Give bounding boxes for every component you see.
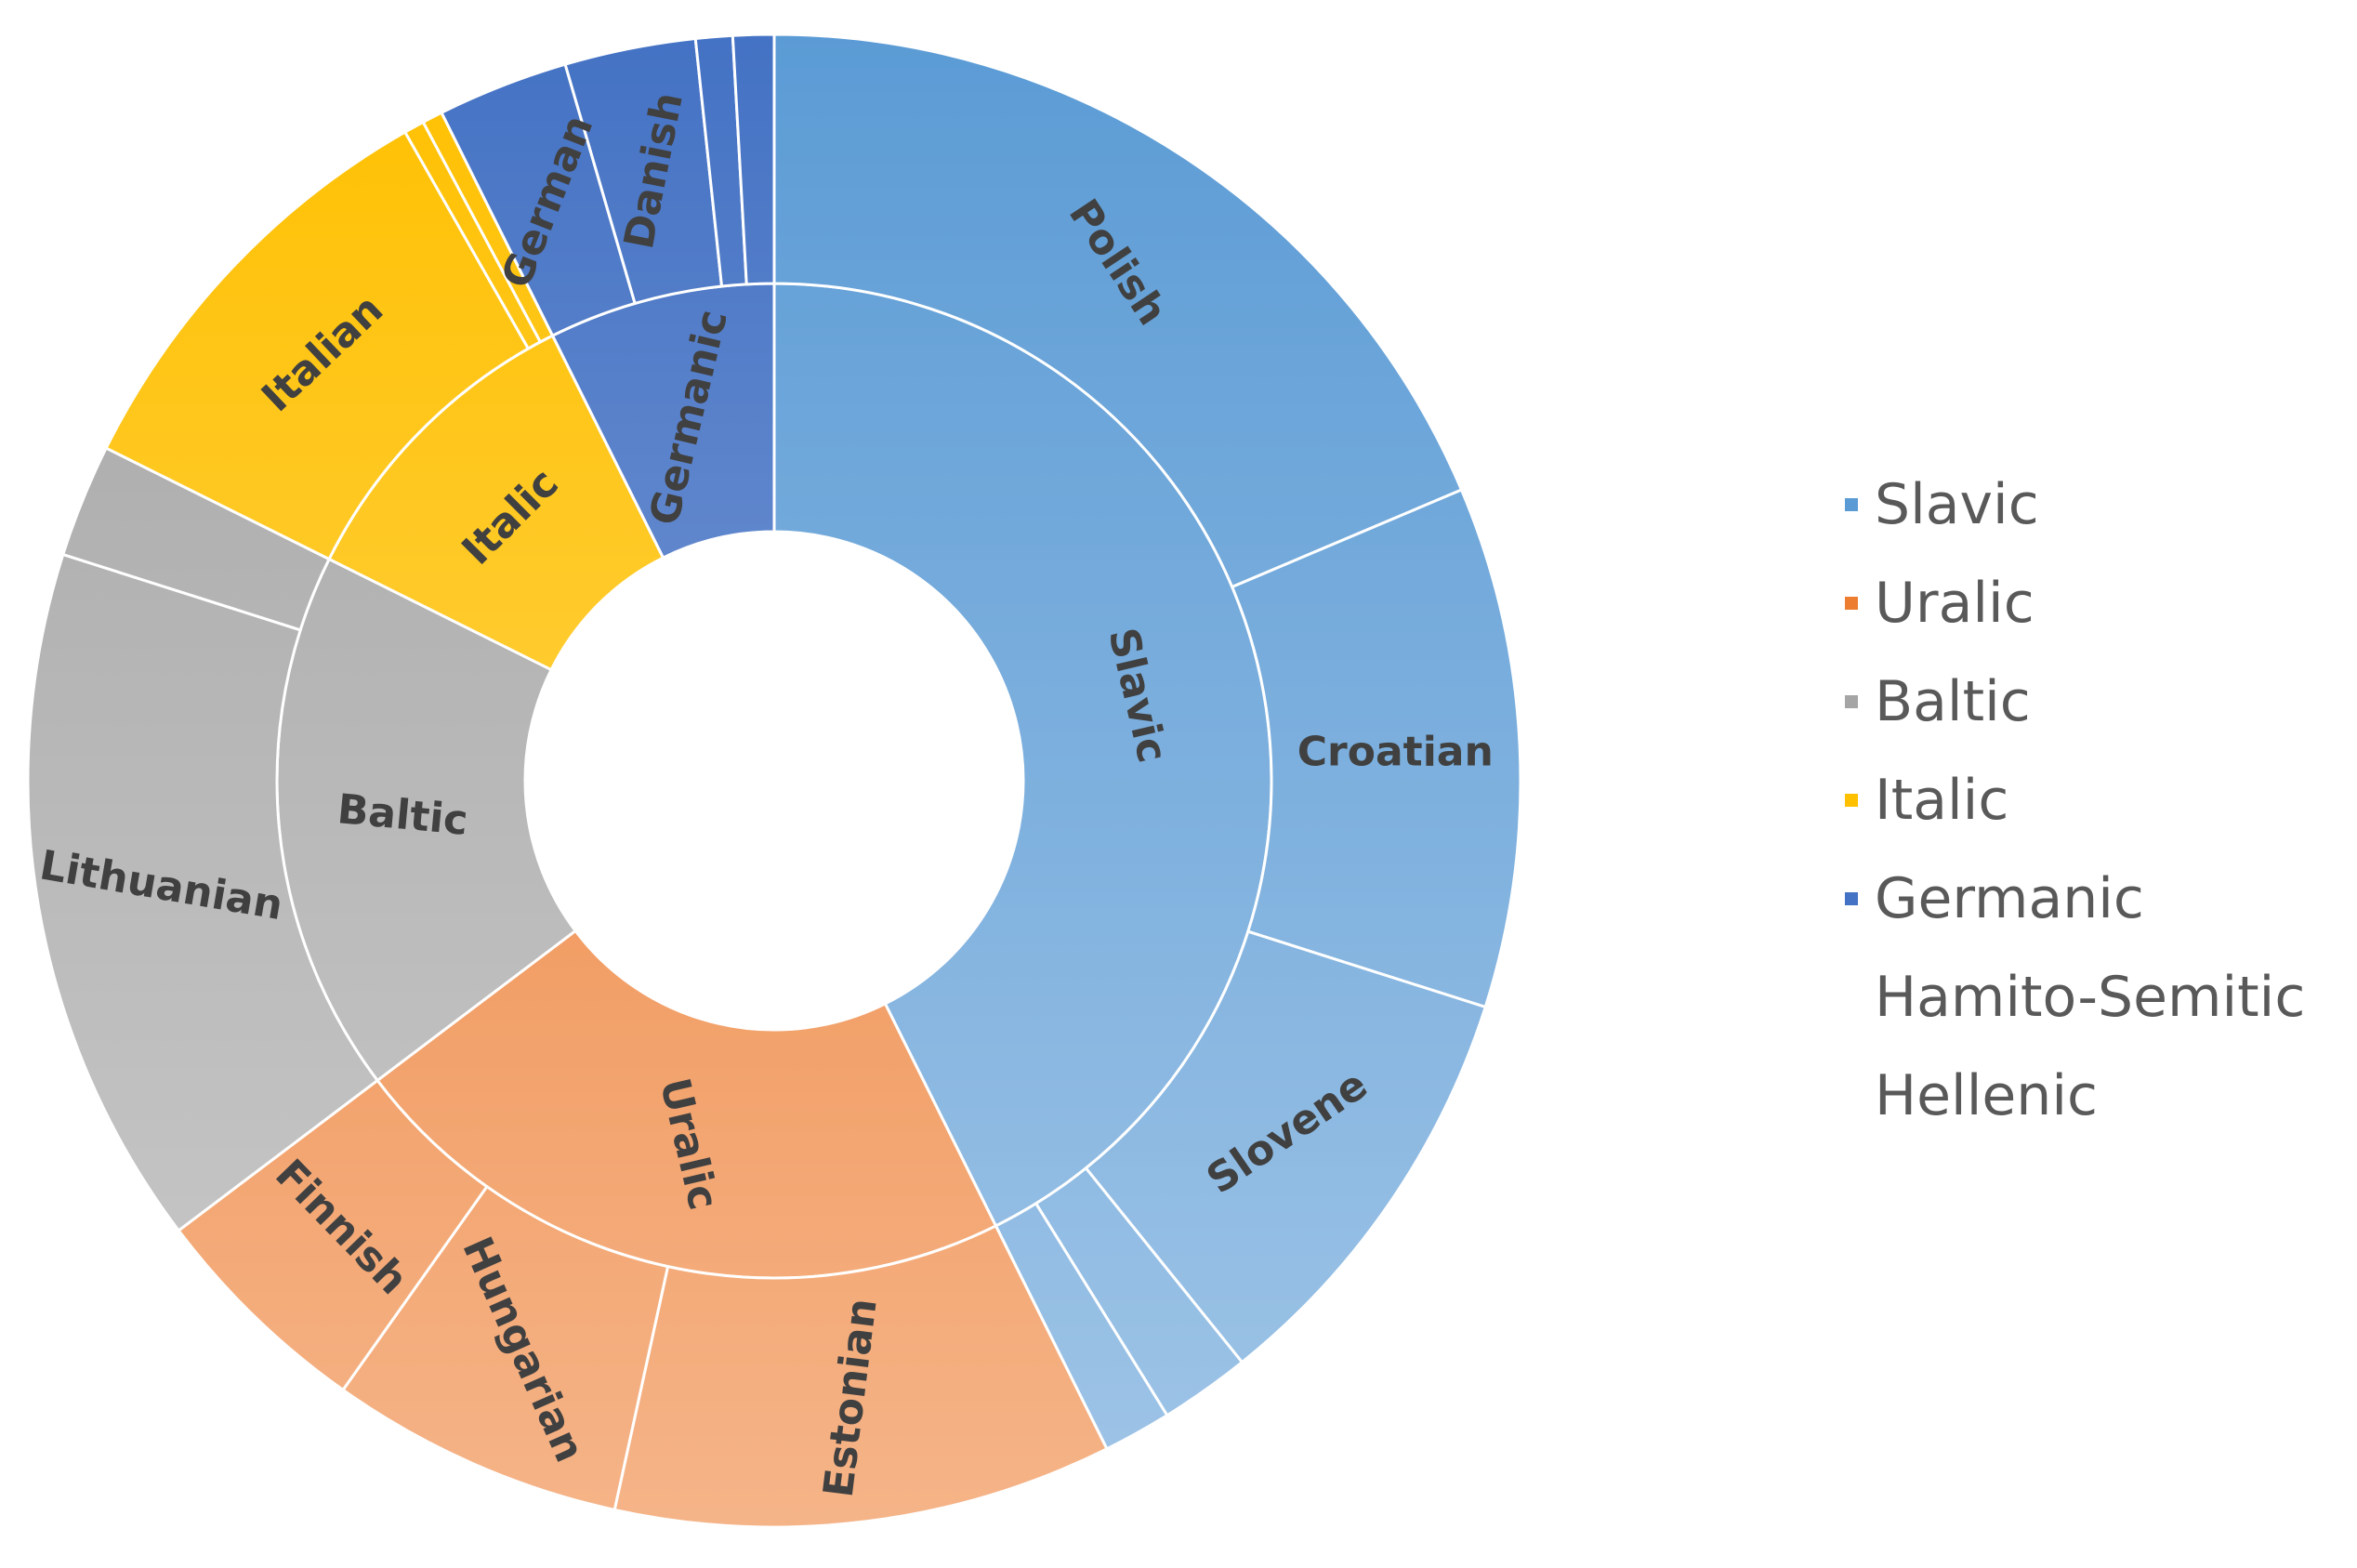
segment-lithuanian — [26, 552, 380, 1233]
legend-item-hellenic: Hellenic — [1845, 1047, 2347, 1145]
legend-swatch — [1845, 892, 1858, 905]
segments-group — [26, 33, 1522, 1529]
legend-label: Uralic — [1875, 571, 2034, 636]
legend-swatch — [1845, 498, 1858, 511]
legend: Slavic Uralic Baltic Italic Germanic Hamito-S… — [1845, 455, 2347, 1145]
legend-swatch — [1845, 794, 1858, 807]
legend-item-slavic: Slavic — [1845, 455, 2347, 554]
segment-croatian — [1230, 488, 1522, 1009]
legend-item-baltic: Baltic — [1845, 652, 2347, 751]
legend-label: Baltic — [1875, 669, 2031, 734]
legend-item-uralic: Uralic — [1845, 554, 2347, 652]
legend-label: Hellenic — [1875, 1063, 2098, 1128]
legend-swatch — [1845, 695, 1858, 708]
legend-swatch — [1845, 597, 1858, 610]
legend-label: Germanic — [1875, 866, 2144, 931]
segment-germanic-minor-4 — [731, 33, 776, 286]
sunburst-svg: SlavicPolishCroatianSloveneUralicEstonia… — [26, 33, 1522, 1529]
label-croatian: Croatian — [1297, 729, 1494, 776]
legend-swatch — [1845, 991, 1858, 1004]
legend-item-germanic: Germanic — [1845, 850, 2347, 948]
legend-item-italic: Italic — [1845, 751, 2347, 850]
legend-label: Italic — [1875, 768, 2009, 833]
legend-label: Slavic — [1875, 472, 2039, 537]
segment-estonian — [612, 1223, 1109, 1529]
legend-label: Hamito-Semitic — [1875, 965, 2306, 1030]
segment-polish — [772, 33, 1464, 589]
sunburst-chart: Slavic Polish Croatian Slovene Uralic Estonia… — [26, 33, 1522, 1529]
legend-swatch — [1845, 1089, 1858, 1102]
legend-item-hamito-semitic: Hamito-Semitic — [1845, 948, 2347, 1047]
